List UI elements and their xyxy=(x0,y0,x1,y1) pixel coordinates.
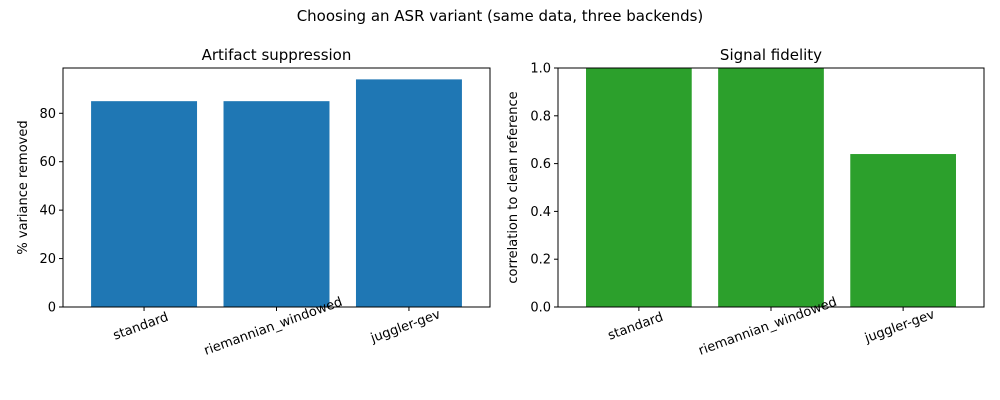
y-axis-label: correlation to clean reference xyxy=(506,91,521,283)
y-tick-label: 0.8 xyxy=(530,109,551,124)
y-tick-label: 0 xyxy=(48,301,56,316)
y-tick-label: 60 xyxy=(39,155,56,170)
x-tick-label: juggler-gev xyxy=(862,307,937,347)
bar-riemannian_windowed xyxy=(223,101,330,307)
chart-title: Signal fidelity xyxy=(720,46,822,64)
plot-frame xyxy=(62,67,491,308)
bar-standard xyxy=(586,68,692,307)
figure-title: Choosing an ASR variant (same data, thre… xyxy=(297,7,704,25)
y-tick-label: 40 xyxy=(39,204,56,219)
y-axis-label: % variance removed xyxy=(16,120,31,254)
y-tick-label: 80 xyxy=(39,107,56,122)
bars xyxy=(91,79,462,307)
y-tick-label: 0.0 xyxy=(530,301,551,316)
bar-juggler-gev xyxy=(355,79,462,307)
x-tick-label: juggler-gev xyxy=(368,307,443,347)
y-tick-label: 0.6 xyxy=(530,157,551,172)
bar-riemannian_windowed xyxy=(718,68,824,307)
y-tick-label: 0.2 xyxy=(530,253,551,268)
plot-frame xyxy=(557,67,985,308)
y-tick-label: 0.4 xyxy=(530,205,551,220)
bar-standard xyxy=(91,101,198,307)
bars xyxy=(586,68,956,307)
y-axis-ticks: 0.0 0.2 0.4 0.6 0.8 1.0 xyxy=(530,62,558,316)
chart-signal-fidelity: Signal fidelity 0.0 0.2 0.4 0.6 0.8 1.0 stand… xyxy=(506,46,985,359)
chart-title: Artifact suppression xyxy=(202,46,352,64)
bar-juggler-gev xyxy=(850,154,956,307)
y-tick-label: 20 xyxy=(39,252,56,267)
y-axis-ticks: 0 20 40 60 80 xyxy=(39,107,63,316)
x-tick-label: standard xyxy=(111,310,170,344)
y-tick-label: 1.0 xyxy=(530,62,551,77)
x-tick-label: standard xyxy=(606,310,665,344)
